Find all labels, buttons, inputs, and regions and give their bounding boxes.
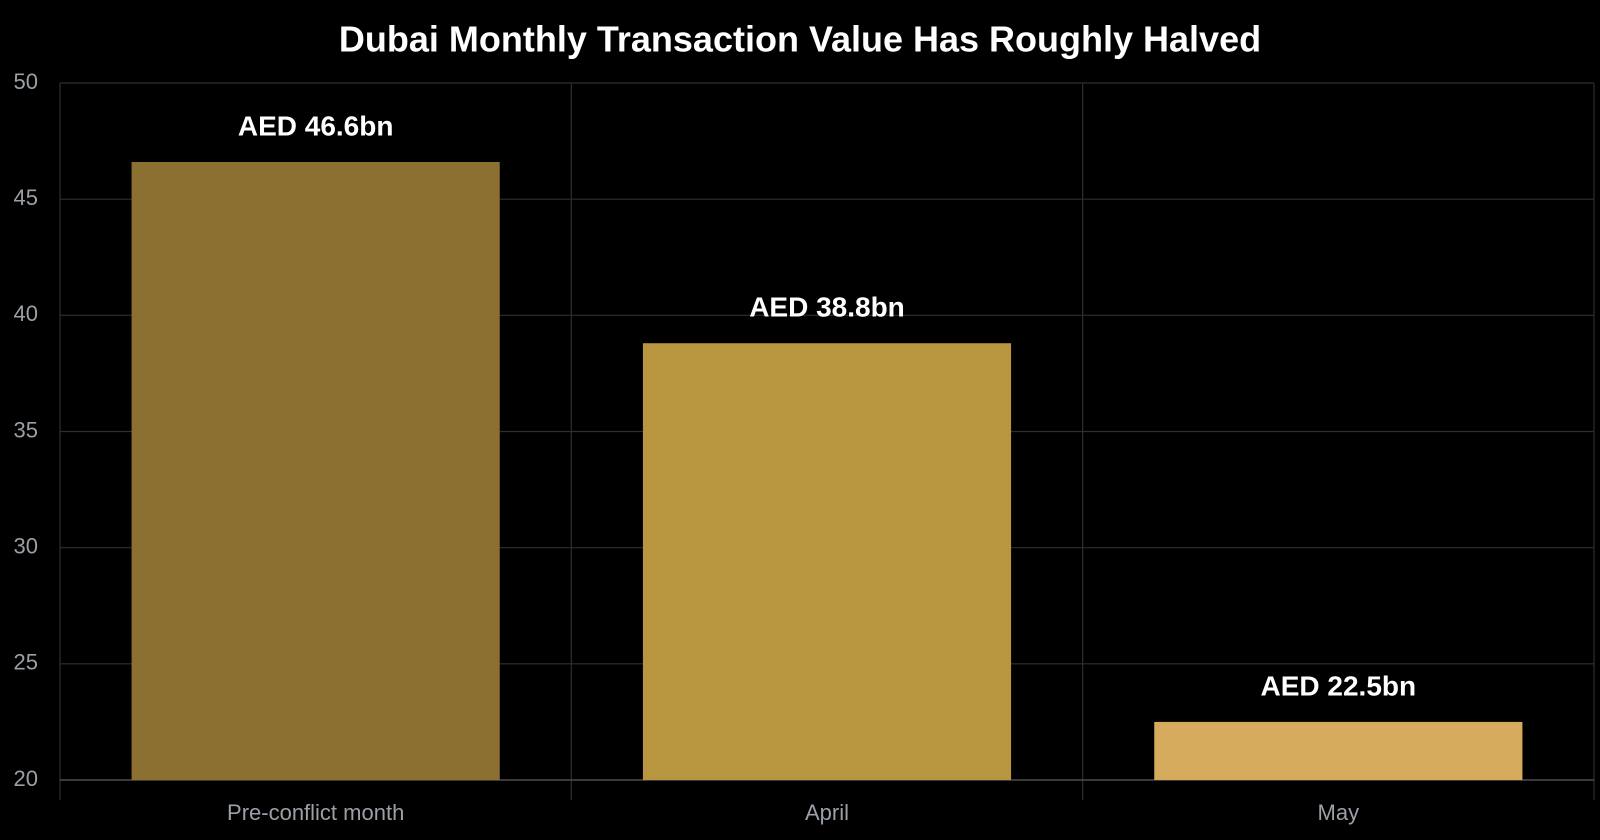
bars (131, 161, 1523, 780)
y-tick-label: 45 (14, 185, 38, 210)
data-labels: AED 46.6bn AED 38.8bn AED 22.5bn (238, 110, 1416, 701)
data-label: AED 46.6bn (238, 110, 394, 141)
y-tick-label: 40 (14, 301, 38, 326)
y-tick-label: 20 (14, 766, 38, 791)
y-tick-label: 50 (14, 69, 38, 94)
x-category-label: April (805, 800, 849, 825)
bar-2 (1154, 721, 1523, 780)
chart-title: Dubai Monthly Transaction Value Has Roug… (339, 19, 1261, 60)
data-label: AED 38.8bn (749, 292, 905, 323)
bar-0 (131, 161, 500, 780)
y-tick-label: 30 (14, 533, 38, 558)
y-axis-ticks: 20 25 30 35 40 45 50 (14, 69, 38, 791)
bar-1 (642, 343, 1012, 780)
data-label: AED 22.5bn (1261, 670, 1417, 701)
x-category-label: May (1318, 800, 1360, 825)
x-axis-categories: Pre-conflict month April May (227, 800, 1359, 825)
y-tick-label: 35 (14, 417, 38, 442)
x-category-label: Pre-conflict month (227, 800, 404, 825)
y-tick-label: 25 (14, 650, 38, 675)
